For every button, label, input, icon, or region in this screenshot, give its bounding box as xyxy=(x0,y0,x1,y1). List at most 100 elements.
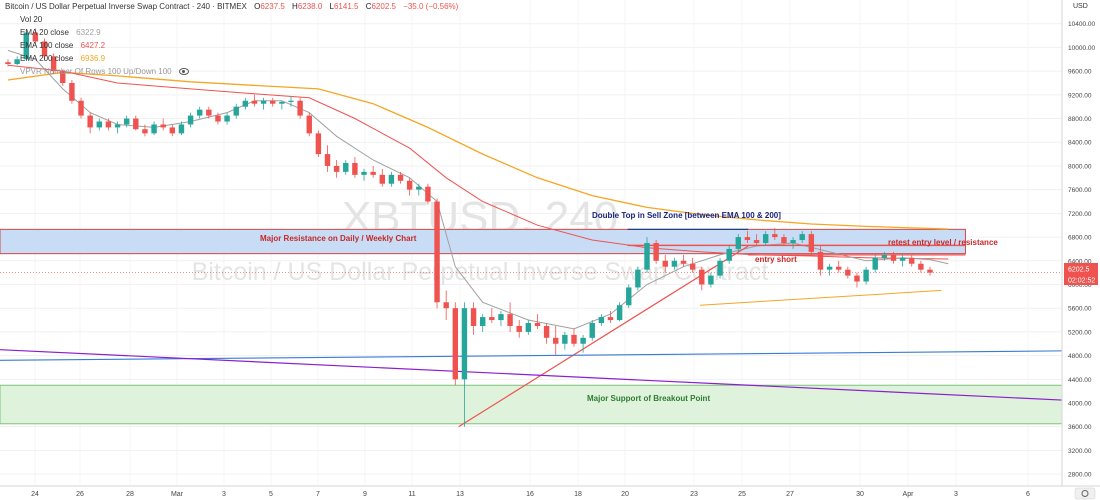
candle-body xyxy=(315,133,322,155)
purple-trendline xyxy=(0,349,1063,401)
candle-body xyxy=(288,100,294,102)
candle-body xyxy=(836,266,842,270)
chart-header: Bitcoin / US Dollar Perpetual Inverse Sw… xyxy=(5,2,458,11)
candle-body xyxy=(69,82,75,101)
candle-body xyxy=(671,260,678,267)
ema200-line xyxy=(7,71,949,230)
candle-body xyxy=(5,62,11,65)
price-tick-label: 7200.00 xyxy=(1068,211,1092,218)
price-tick-label: 3600.00 xyxy=(1068,424,1092,431)
candle-body xyxy=(142,129,148,134)
candle-body xyxy=(525,323,532,332)
candle-body xyxy=(279,101,285,104)
price-tick-label: 6400.00 xyxy=(1068,258,1092,265)
candle-body xyxy=(744,237,751,241)
price-tick-label: 9200.00 xyxy=(1068,92,1092,99)
time-tick-label: 18 xyxy=(574,491,582,498)
symbol-title[interactable]: Bitcoin / US Dollar Perpetual Inverse Sw… xyxy=(5,2,247,11)
price-tick-label: 8400.00 xyxy=(1068,140,1092,147)
price-tick-label: 6800.00 xyxy=(1068,235,1092,242)
resistance-annotation: Major Resistance on Daily / Weekly Chart xyxy=(260,234,417,243)
candle-body xyxy=(215,115,221,122)
price-axis-bg xyxy=(1062,0,1100,486)
time-tick-label: Mar xyxy=(171,491,184,498)
candle-body xyxy=(470,308,477,326)
indicator-label: VPVR Number Of Rows 100 Up/Down 100 xyxy=(20,67,172,76)
candle-body xyxy=(14,59,20,65)
indicator-vpvr[interactable]: VPVR Number Of Rows 100 Up/Down 100 xyxy=(20,67,189,76)
candle-body xyxy=(872,257,878,270)
candle-body xyxy=(498,314,504,321)
candle-body xyxy=(790,240,796,243)
open-label: O xyxy=(254,2,261,11)
candle-body xyxy=(589,323,595,338)
time-tick-label: 3 xyxy=(222,491,226,498)
time-tick-label: 25 xyxy=(738,491,746,498)
candle-body xyxy=(32,32,39,42)
indicator-value: 6936.9 xyxy=(80,54,106,63)
candle-body xyxy=(206,109,212,116)
candle-body xyxy=(616,305,623,321)
settings-button-bg[interactable] xyxy=(1074,487,1096,500)
indicator-value: 6427.2 xyxy=(80,41,106,50)
time-tick-label: 27 xyxy=(786,491,794,498)
indicator-ema20[interactable]: EMA 20 close 6322.9 xyxy=(20,28,101,37)
candle-body xyxy=(343,162,349,172)
indicator-label: EMA 100 close xyxy=(20,41,74,50)
candle-body xyxy=(169,127,176,134)
candle-body xyxy=(909,257,915,264)
candle-body xyxy=(370,171,376,175)
candle-body xyxy=(251,100,258,104)
price-tick-label: 4800.00 xyxy=(1068,353,1092,360)
candle-body xyxy=(78,100,84,116)
price-tick-label: 5600.00 xyxy=(1068,306,1092,313)
eye-icon[interactable] xyxy=(178,68,189,76)
time-ticks: 24 26 28 Mar 3 5 7 9 11 13 16 18 20 23 25 27 30 Apr 3 6 xyxy=(31,491,1030,498)
candle-body xyxy=(324,154,331,166)
candle-body xyxy=(826,266,833,270)
candle-body xyxy=(361,171,367,175)
candle-body xyxy=(160,124,166,128)
currency-label: USD xyxy=(1073,3,1088,10)
price-tick-label: 6000.00 xyxy=(1068,282,1092,289)
time-tick-label: 16 xyxy=(526,491,534,498)
retest-annotation: retest entry level / resistance xyxy=(888,238,998,247)
price-tick-label: 2800.00 xyxy=(1068,472,1092,479)
candle-body xyxy=(416,186,422,190)
candle-body xyxy=(571,334,577,344)
indicator-ema200[interactable]: EMA 200 close 6936.9 xyxy=(20,54,105,63)
candle-body xyxy=(845,269,851,276)
annotation-labels: Major Resistance on Daily / Weekly Chart… xyxy=(260,211,998,403)
settings-button[interactable] xyxy=(1074,487,1096,500)
indicator-vol[interactable]: Vol 20 xyxy=(20,15,42,24)
price-tick-label: 5200.00 xyxy=(1068,329,1092,336)
candle-body xyxy=(553,337,559,344)
candle-body xyxy=(443,302,449,309)
candle-body xyxy=(379,174,385,184)
candle-body xyxy=(890,254,897,261)
ema20-line xyxy=(7,49,949,330)
low-label: L xyxy=(329,2,334,11)
candle-body xyxy=(653,243,659,261)
candle-body xyxy=(187,115,194,125)
indicator-value: 6322.9 xyxy=(76,28,101,37)
time-tick-label: 11 xyxy=(408,491,415,498)
price-tick-label: 4400.00 xyxy=(1068,377,1092,384)
candle-body xyxy=(388,174,395,184)
candle-body xyxy=(270,100,276,104)
price-tick-label: 8800.00 xyxy=(1068,116,1092,123)
candle-body xyxy=(626,287,632,306)
price-tick-label: 10000.00 xyxy=(1068,45,1095,52)
indicator-ema100[interactable]: EMA 100 close 6427.2 xyxy=(20,41,105,50)
candle-body xyxy=(96,121,102,128)
candle-body xyxy=(306,115,312,134)
candle-body xyxy=(717,260,723,276)
candle-body xyxy=(689,263,696,270)
price-axis: USD 10400.00 10000.00 9600.00 9200.00 8800.0… xyxy=(1061,0,1100,486)
candle-body xyxy=(114,124,121,128)
candle-body xyxy=(854,275,860,282)
candle-body xyxy=(233,106,239,116)
gear-icon[interactable] xyxy=(1081,490,1089,497)
candle-body xyxy=(543,325,550,338)
